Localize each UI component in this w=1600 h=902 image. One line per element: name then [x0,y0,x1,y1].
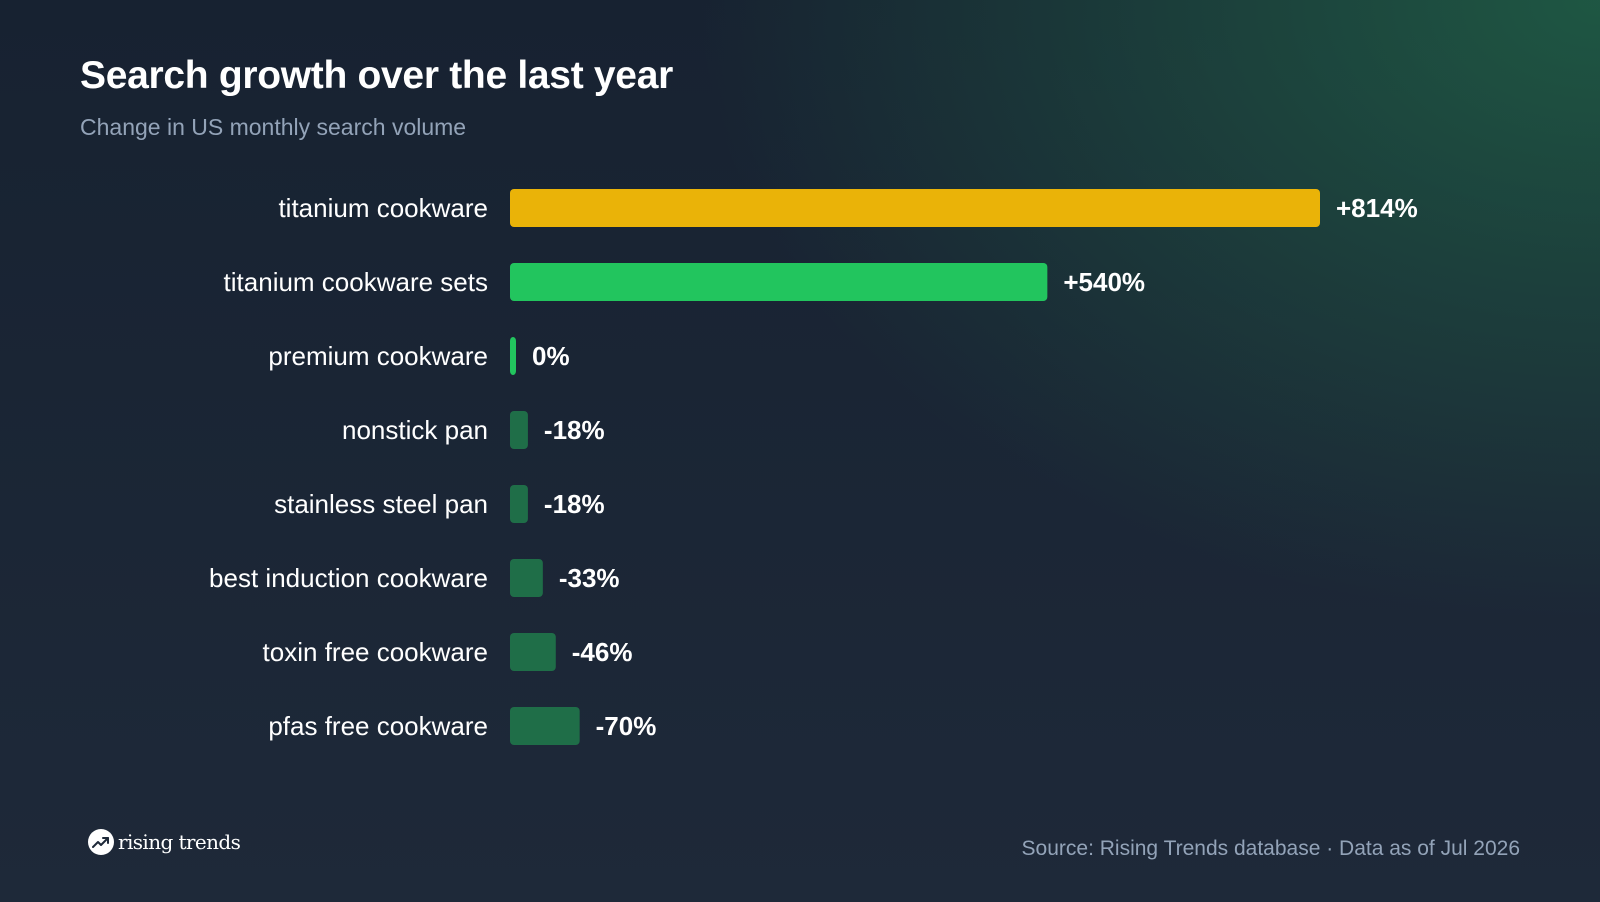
bar [510,559,543,597]
trending-up-icon [88,829,114,855]
chart-subtitle: Change in US monthly search volume [80,114,467,140]
category-label: titanium cookware [278,193,488,223]
category-label: best induction cookware [209,563,488,593]
brand-logo: rising trends [88,829,241,855]
category-label: titanium cookware sets [224,267,488,297]
value-label: -18% [544,415,605,445]
bar [510,707,580,745]
bar [510,411,528,449]
value-label: 0% [532,341,570,371]
bar [510,485,528,523]
bar [510,337,516,375]
source-note: Source: Rising Trends database · Data as… [1021,837,1520,860]
category-label: premium cookware [268,341,488,371]
bar [510,263,1048,301]
value-label: +814% [1336,193,1418,223]
category-label: nonstick pan [342,415,488,445]
brand-name: rising trends [118,830,241,854]
value-label: -33% [559,563,620,593]
value-label: -46% [572,637,633,667]
value-label: +540% [1063,267,1145,297]
chart-title: Search growth over the last year [80,54,673,97]
category-label: stainless steel pan [274,489,488,519]
bar [510,189,1320,227]
value-label: -18% [544,489,605,519]
category-label: pfas free cookware [268,711,488,741]
bar [510,633,556,671]
category-label: toxin free cookware [263,637,488,667]
value-label: -70% [596,711,657,741]
